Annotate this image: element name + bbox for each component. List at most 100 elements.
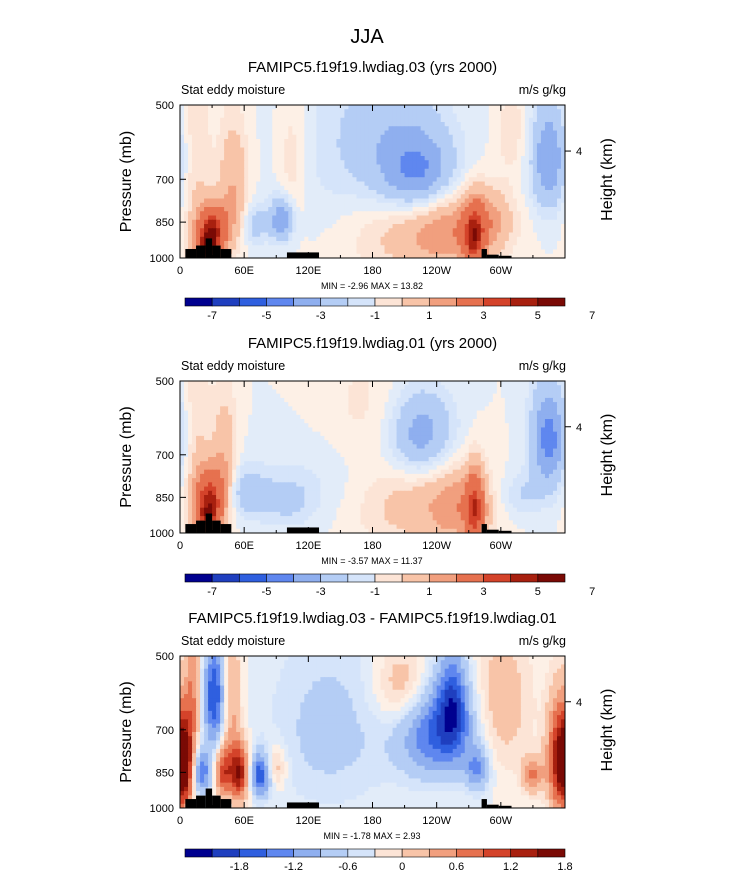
contour-cell <box>472 177 478 183</box>
contour-cell <box>188 173 193 178</box>
contour-cell <box>200 109 205 115</box>
contour-cell <box>252 181 257 187</box>
contour-cell <box>528 427 534 433</box>
contour-cell <box>196 164 201 170</box>
contour-cell <box>504 177 510 183</box>
contour-cell <box>492 385 498 391</box>
contour-cell <box>284 194 289 200</box>
contour-cell <box>264 440 269 445</box>
contour-cell <box>380 134 386 140</box>
contour-cell <box>356 435 362 441</box>
contour-cell <box>332 117 338 123</box>
contour-cell <box>364 147 370 153</box>
contour-cell <box>256 168 261 174</box>
contour-cell <box>220 381 225 386</box>
contour-cell <box>452 113 458 119</box>
contour-cell <box>532 143 538 149</box>
contour-cell <box>300 177 305 183</box>
contour-cell <box>548 249 554 255</box>
contour-cell <box>436 215 442 221</box>
contour-cell <box>528 126 534 132</box>
contour-cell <box>468 440 474 445</box>
contour-cell <box>420 253 426 258</box>
contour-cell <box>464 211 470 217</box>
contour-cell <box>240 224 245 229</box>
contour-cell <box>352 151 358 157</box>
contour-cell <box>412 134 418 140</box>
contour-cell <box>560 228 565 234</box>
contour-cell <box>232 228 237 234</box>
contour-cell <box>320 410 325 416</box>
contour-cell <box>444 177 450 183</box>
contour-cell <box>364 423 370 429</box>
contour-cell <box>236 105 241 110</box>
contour-cell <box>504 245 510 251</box>
contour-cell <box>484 440 490 445</box>
contour-cell <box>504 431 510 437</box>
contour-cell <box>472 156 478 161</box>
contour-cell <box>460 211 466 217</box>
contour-cell <box>200 122 205 127</box>
contour-cell <box>440 389 446 395</box>
contour-cell <box>436 397 442 403</box>
contour-cell <box>488 241 494 246</box>
contour-cell <box>328 168 333 174</box>
contour-cell <box>372 215 378 221</box>
contour-cell <box>392 207 398 212</box>
contour-cell <box>544 177 550 183</box>
contour-cell <box>228 190 233 195</box>
contour-cell <box>208 410 213 416</box>
contour-cell <box>240 207 245 212</box>
contour-cell <box>216 122 221 127</box>
contour-cell <box>240 160 245 166</box>
contour-cell <box>476 414 482 420</box>
contour-cell <box>324 253 329 258</box>
contour-cell <box>544 164 550 170</box>
contour-cell <box>232 389 237 395</box>
contour-cell <box>548 215 554 221</box>
contour-cell <box>192 215 197 221</box>
contour-cell <box>308 381 313 386</box>
contour-cell <box>456 245 462 251</box>
contour-cell <box>508 402 514 407</box>
contour-cell <box>364 241 370 246</box>
contour-cell <box>500 105 506 110</box>
contour-cell <box>408 126 414 132</box>
contour-cell <box>404 181 410 187</box>
contour-cell <box>500 249 506 255</box>
contour-cell <box>512 402 518 407</box>
contour-cell <box>284 381 289 386</box>
contour-cell <box>544 393 550 399</box>
contour-cell <box>212 215 217 221</box>
contour-cell <box>496 177 502 183</box>
contour-cell <box>284 156 289 161</box>
contour-cell <box>424 143 430 149</box>
contour-cell <box>292 207 297 212</box>
contour-cell <box>272 215 277 221</box>
contour-cell <box>236 228 241 234</box>
contour-cell <box>532 431 538 437</box>
contour-cell <box>180 168 185 174</box>
contour-cell <box>204 224 209 229</box>
contour-cell <box>452 207 458 212</box>
contour-cell <box>460 440 466 445</box>
contour-cell <box>308 245 313 251</box>
contour-cell <box>544 410 550 416</box>
contour-cell <box>540 113 546 119</box>
contour-cell <box>208 232 213 238</box>
contour-cell <box>240 236 245 242</box>
contour-cell <box>216 105 221 110</box>
contour-cell <box>444 105 450 110</box>
contour-cell <box>216 241 221 246</box>
contour-cell <box>448 228 454 234</box>
contour-cell <box>400 156 406 161</box>
contour-cell <box>256 113 261 119</box>
contour-cell <box>516 419 522 424</box>
contour-cell <box>272 198 277 204</box>
contour-cell <box>300 173 305 178</box>
contour-cell <box>204 168 209 174</box>
contour-cell <box>228 126 233 132</box>
contour-cell <box>404 219 410 225</box>
contour-cell <box>248 211 253 217</box>
contour-cell <box>416 393 422 399</box>
